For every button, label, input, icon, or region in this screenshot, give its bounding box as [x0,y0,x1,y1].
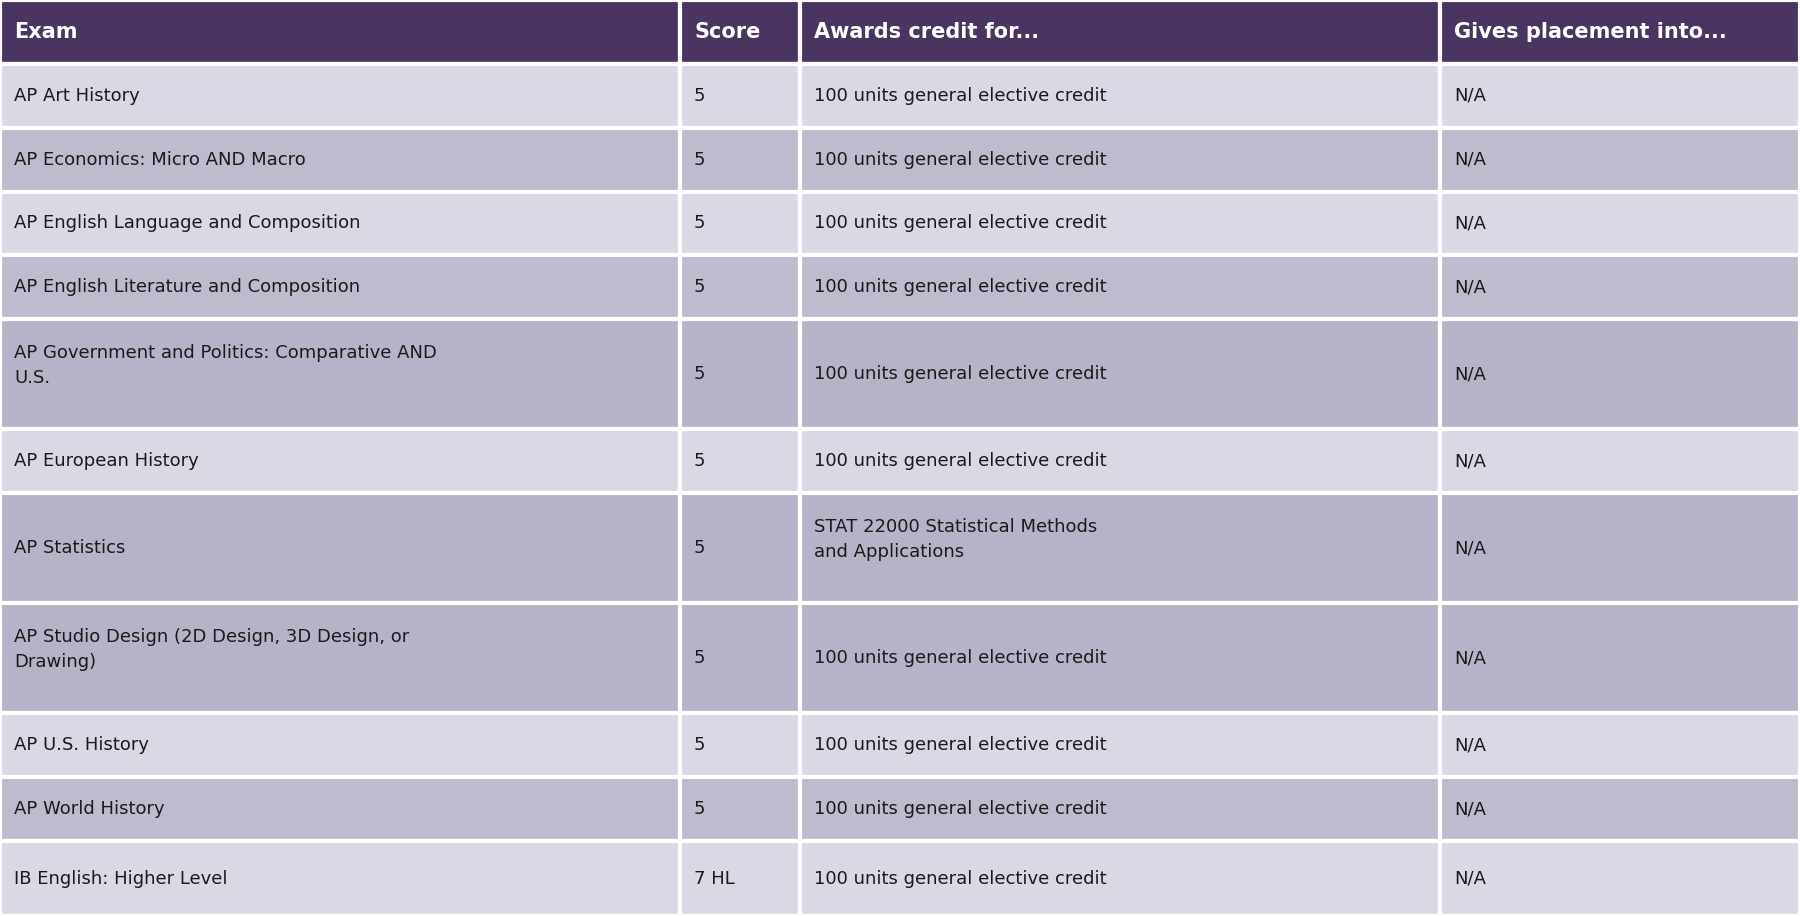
Text: 100 units general elective credit: 100 units general elective credit [814,150,1107,169]
Text: 5: 5 [695,365,706,383]
Text: AP English Literature and Composition: AP English Literature and Composition [14,278,360,297]
Bar [0,778,680,841]
Text: AP Economics: Micro AND Macro: AP Economics: Micro AND Macro [14,150,306,169]
Bar [0,841,680,916]
Text: Exam: Exam [14,22,77,42]
Bar [1440,604,1800,714]
Bar [1440,64,1800,127]
Text: AP Studio Design (2D Design, 3D Design, or
Drawing): AP Studio Design (2D Design, 3D Design, … [14,628,409,671]
Text: N/A: N/A [1454,87,1487,104]
Text: N/A: N/A [1454,214,1487,233]
Bar [680,256,799,320]
Text: 5: 5 [695,87,706,104]
Bar [799,430,1440,493]
Bar [1440,320,1800,430]
Text: N/A: N/A [1454,869,1487,888]
Text: 5: 5 [695,801,706,818]
Text: N/A: N/A [1454,365,1487,383]
Bar [1440,191,1800,256]
Text: 5: 5 [695,453,706,470]
Text: AP English Language and Composition: AP English Language and Composition [14,214,360,233]
Bar [1440,430,1800,493]
Bar [680,493,799,604]
Text: 5: 5 [695,278,706,297]
Text: N/A: N/A [1454,736,1487,755]
Text: STAT 22000 Statistical Methods
and Applications: STAT 22000 Statistical Methods and Appli… [814,518,1098,561]
Text: 100 units general elective credit: 100 units general elective credit [814,649,1107,668]
Text: 100 units general elective credit: 100 units general elective credit [814,365,1107,383]
Text: IB English: Higher Level: IB English: Higher Level [14,869,227,888]
Text: 100 units general elective credit: 100 units general elective credit [814,453,1107,470]
Bar [0,191,680,256]
Bar [680,430,799,493]
Bar [0,604,680,714]
Text: 100 units general elective credit: 100 units general elective credit [814,87,1107,104]
Bar [0,0,680,64]
Text: 100 units general elective credit: 100 units general elective credit [814,869,1107,888]
Bar [0,64,680,127]
Bar [0,493,680,604]
Bar [1440,714,1800,778]
Bar [0,320,680,430]
Bar [0,127,680,191]
Bar [680,0,799,64]
Bar [799,191,1440,256]
Text: N/A: N/A [1454,801,1487,818]
Text: N/A: N/A [1454,540,1487,557]
Text: 100 units general elective credit: 100 units general elective credit [814,736,1107,755]
Bar [799,604,1440,714]
Text: 5: 5 [695,214,706,233]
Bar [680,714,799,778]
Text: AP World History: AP World History [14,801,164,818]
Bar [1440,778,1800,841]
Bar [799,778,1440,841]
Bar [799,0,1440,64]
Text: 5: 5 [695,736,706,755]
Bar [0,430,680,493]
Bar [680,841,799,916]
Bar [799,320,1440,430]
Bar [1440,841,1800,916]
Text: 100 units general elective credit: 100 units general elective credit [814,801,1107,818]
Text: AP Government and Politics: Comparative AND
U.S.: AP Government and Politics: Comparative … [14,344,437,387]
Bar [1440,256,1800,320]
Bar [680,191,799,256]
Bar [799,64,1440,127]
Text: N/A: N/A [1454,649,1487,668]
Bar [799,841,1440,916]
Bar [680,604,799,714]
Text: AP European History: AP European History [14,453,198,470]
Bar [799,127,1440,191]
Text: AP Art History: AP Art History [14,87,140,104]
Text: N/A: N/A [1454,278,1487,297]
Bar [680,64,799,127]
Bar [680,127,799,191]
Text: Awards credit for...: Awards credit for... [814,22,1039,42]
Bar [0,256,680,320]
Bar [680,320,799,430]
Text: 5: 5 [695,649,706,668]
Text: AP Statistics: AP Statistics [14,540,126,557]
Text: 100 units general elective credit: 100 units general elective credit [814,214,1107,233]
Bar [0,714,680,778]
Text: Gives placement into...: Gives placement into... [1454,22,1726,42]
Text: Score: Score [695,22,760,42]
Text: N/A: N/A [1454,453,1487,470]
Bar [799,493,1440,604]
Text: AP U.S. History: AP U.S. History [14,736,149,755]
Text: 5: 5 [695,540,706,557]
Bar [1440,493,1800,604]
Text: 7 HL: 7 HL [695,869,734,888]
Bar [680,778,799,841]
Text: N/A: N/A [1454,150,1487,169]
Bar [1440,127,1800,191]
Bar [1440,0,1800,64]
Bar [799,256,1440,320]
Bar [799,714,1440,778]
Text: 5: 5 [695,150,706,169]
Text: 100 units general elective credit: 100 units general elective credit [814,278,1107,297]
